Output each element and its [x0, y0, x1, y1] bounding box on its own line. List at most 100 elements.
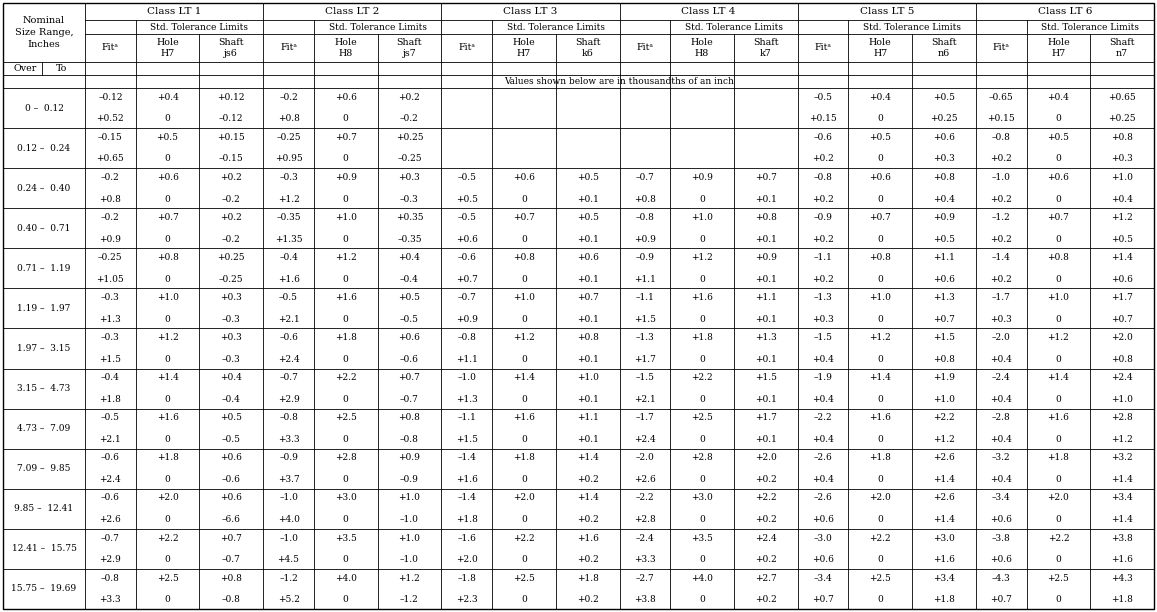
Text: –3.4: –3.4 [992, 493, 1010, 502]
Text: Class LT 6: Class LT 6 [1038, 7, 1092, 16]
Text: +2.8: +2.8 [634, 515, 656, 524]
Text: +2.1: +2.1 [278, 315, 300, 324]
Text: +1.3: +1.3 [100, 315, 121, 324]
Text: –0.12: –0.12 [98, 92, 123, 102]
Text: 0: 0 [877, 595, 883, 604]
Text: Nominal
Size Range,
Inches: Nominal Size Range, Inches [15, 16, 73, 49]
Text: Hole
H7: Hole H7 [1047, 39, 1070, 58]
Text: 0: 0 [342, 275, 348, 284]
Text: –6.6: –6.6 [222, 515, 241, 524]
Text: 0: 0 [164, 555, 170, 564]
Text: +0.6: +0.6 [812, 555, 834, 564]
Text: +0.2: +0.2 [812, 275, 834, 284]
Text: –1.3: –1.3 [813, 293, 832, 302]
Text: 0: 0 [1055, 154, 1061, 163]
Text: +0.3: +0.3 [398, 173, 420, 182]
Text: –0.25: –0.25 [219, 275, 244, 284]
Text: 0: 0 [699, 395, 705, 404]
Text: –2.8: –2.8 [992, 413, 1010, 422]
Text: +0.9: +0.9 [754, 253, 776, 262]
Text: +0.8: +0.8 [1111, 355, 1133, 364]
Text: +0.1: +0.1 [754, 315, 776, 324]
Text: +1.4: +1.4 [869, 373, 891, 382]
Text: +1.2: +1.2 [869, 333, 891, 342]
Text: +2.0: +2.0 [456, 555, 478, 564]
Text: +3.0: +3.0 [334, 493, 356, 502]
Text: +1.2: +1.2 [278, 195, 300, 204]
Text: 3.15 –  4.73: 3.15 – 4.73 [17, 384, 71, 393]
Text: –2.4: –2.4 [635, 534, 654, 543]
Text: +1.4: +1.4 [576, 493, 598, 502]
Text: +0.35: +0.35 [396, 213, 423, 222]
Text: 1.19 –  1.97: 1.19 – 1.97 [17, 304, 71, 313]
Text: –1.0: –1.0 [279, 493, 299, 502]
Text: +0.6: +0.6 [933, 275, 955, 284]
Text: 0.40 –  0.71: 0.40 – 0.71 [17, 224, 71, 233]
Text: 0: 0 [521, 195, 526, 204]
Text: –1.5: –1.5 [813, 333, 833, 342]
Text: 0: 0 [877, 355, 883, 364]
Text: +0.7: +0.7 [933, 315, 955, 324]
Text: +0.3: +0.3 [220, 333, 242, 342]
Text: +0.2: +0.2 [754, 475, 776, 484]
Text: Shaft
k7: Shaft k7 [753, 39, 779, 58]
Text: +1.0: +1.0 [1111, 173, 1133, 182]
Text: Shaft
k6: Shaft k6 [575, 39, 600, 58]
Text: Hole
H8: Hole H8 [691, 39, 714, 58]
Text: +0.8: +0.8 [278, 114, 300, 124]
Text: +0.5: +0.5 [1047, 133, 1069, 142]
Text: +0.2: +0.2 [990, 195, 1012, 204]
Text: +3.0: +3.0 [691, 493, 713, 502]
Text: 0.24 –  0.40: 0.24 – 0.40 [17, 184, 71, 193]
Text: +2.5: +2.5 [513, 573, 535, 583]
Text: +2.6: +2.6 [933, 453, 955, 463]
Text: –0.4: –0.4 [101, 373, 120, 382]
Text: +0.5: +0.5 [220, 413, 242, 422]
Text: +0.9: +0.9 [398, 453, 420, 463]
Text: –1.2: –1.2 [400, 595, 419, 604]
Text: +1.4: +1.4 [933, 515, 955, 524]
Text: +1.9: +1.9 [933, 373, 955, 382]
Text: –0.8: –0.8 [457, 333, 477, 342]
Text: Fitᵃ: Fitᵃ [458, 43, 476, 53]
Text: +3.2: +3.2 [1111, 453, 1133, 463]
Text: 0: 0 [699, 315, 705, 324]
Text: +0.2: +0.2 [398, 92, 420, 102]
Text: +0.2: +0.2 [754, 595, 776, 604]
Text: 0: 0 [164, 234, 170, 244]
Text: +0.4: +0.4 [220, 373, 242, 382]
Text: 0: 0 [164, 154, 170, 163]
Text: +2.2: +2.2 [334, 373, 356, 382]
Text: +1.6: +1.6 [1111, 555, 1133, 564]
Text: +4.0: +4.0 [278, 515, 300, 524]
Text: Std. Tolerance Limits: Std. Tolerance Limits [150, 23, 249, 31]
Text: –0.6: –0.6 [400, 355, 419, 364]
Text: +1.8: +1.8 [456, 515, 478, 524]
Text: 0.12 –  0.24: 0.12 – 0.24 [17, 144, 71, 152]
Text: +3.4: +3.4 [1111, 493, 1133, 502]
Text: +0.8: +0.8 [1047, 253, 1069, 262]
Text: +0.3: +0.3 [990, 315, 1012, 324]
Text: –0.8: –0.8 [279, 413, 299, 422]
Text: 0: 0 [521, 435, 526, 444]
Text: –0.2: –0.2 [279, 92, 299, 102]
Text: +2.7: +2.7 [754, 573, 776, 583]
Text: –0.6: –0.6 [222, 475, 241, 484]
Text: +1.0: +1.0 [334, 213, 356, 222]
Text: +0.5: +0.5 [1111, 234, 1133, 244]
Text: +0.4: +0.4 [812, 355, 834, 364]
Text: +1.0: +1.0 [869, 293, 891, 302]
Text: +0.15: +0.15 [987, 114, 1015, 124]
Text: +0.1: +0.1 [576, 234, 598, 244]
Text: –2.2: –2.2 [635, 493, 654, 502]
Text: +2.2: +2.2 [869, 534, 891, 543]
Text: +0.7: +0.7 [456, 275, 478, 284]
Text: 0: 0 [164, 435, 170, 444]
Text: +2.4: +2.4 [634, 435, 656, 444]
Text: +0.4: +0.4 [1047, 92, 1069, 102]
Text: +0.6: +0.6 [869, 173, 891, 182]
Text: +1.8: +1.8 [513, 453, 535, 463]
Text: –0.7: –0.7 [635, 173, 655, 182]
Text: +1.2: +1.2 [1111, 213, 1133, 222]
Text: +1.8: +1.8 [1111, 595, 1133, 604]
